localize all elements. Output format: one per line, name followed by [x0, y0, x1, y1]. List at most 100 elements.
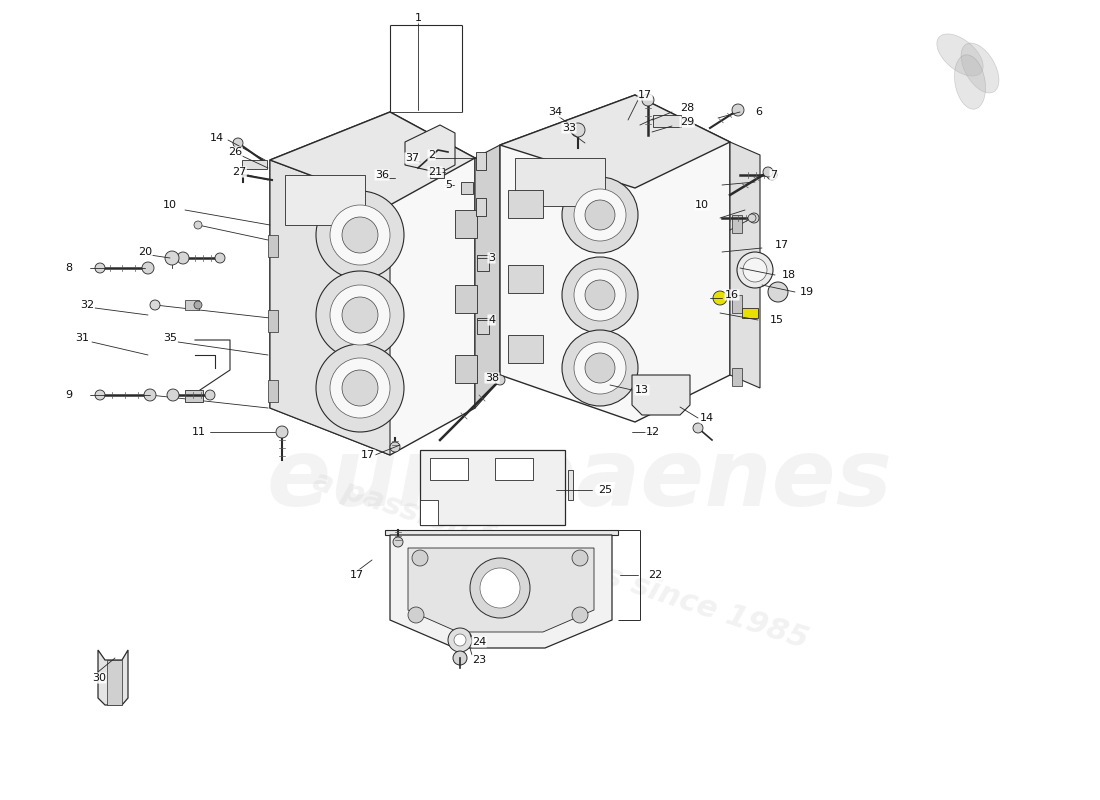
Bar: [732, 295, 742, 313]
Text: 23: 23: [472, 655, 486, 665]
Circle shape: [767, 170, 777, 180]
Bar: [285, 175, 365, 225]
Circle shape: [342, 370, 378, 406]
Circle shape: [150, 300, 160, 310]
Circle shape: [393, 537, 403, 547]
Circle shape: [448, 628, 472, 652]
Text: europaenes: europaenes: [267, 434, 893, 526]
Text: 14: 14: [700, 413, 714, 423]
Circle shape: [316, 344, 404, 432]
Text: 4: 4: [488, 315, 495, 325]
Polygon shape: [98, 650, 128, 705]
Circle shape: [194, 301, 202, 309]
Circle shape: [454, 634, 466, 646]
Circle shape: [276, 426, 288, 438]
Circle shape: [495, 375, 505, 385]
Circle shape: [562, 177, 638, 253]
Text: 17: 17: [350, 570, 364, 580]
Circle shape: [572, 607, 588, 623]
Polygon shape: [390, 535, 612, 648]
Circle shape: [177, 252, 189, 264]
Text: 38: 38: [485, 373, 499, 383]
Bar: [420, 500, 438, 525]
Bar: [268, 235, 278, 257]
Circle shape: [408, 607, 424, 623]
Circle shape: [342, 217, 378, 253]
Circle shape: [167, 389, 179, 401]
Circle shape: [342, 297, 378, 333]
Bar: [476, 152, 486, 170]
Circle shape: [693, 423, 703, 433]
Circle shape: [95, 263, 104, 273]
Circle shape: [144, 389, 156, 401]
Text: 19: 19: [800, 287, 814, 297]
Polygon shape: [632, 375, 690, 415]
Bar: [455, 210, 477, 238]
Text: 26: 26: [228, 147, 242, 157]
Circle shape: [574, 342, 626, 394]
Text: 34: 34: [548, 107, 562, 117]
Bar: [430, 168, 444, 178]
Circle shape: [748, 214, 756, 222]
Ellipse shape: [937, 34, 983, 76]
Polygon shape: [730, 142, 760, 388]
Circle shape: [585, 200, 615, 230]
Text: 22: 22: [648, 570, 662, 580]
Text: 5: 5: [446, 180, 452, 190]
Text: 15: 15: [770, 315, 784, 325]
Circle shape: [742, 258, 767, 282]
Text: 35: 35: [163, 333, 177, 343]
Circle shape: [713, 291, 727, 305]
Text: 12: 12: [646, 427, 660, 437]
Bar: [495, 458, 534, 480]
Text: 8: 8: [65, 263, 73, 273]
Circle shape: [574, 269, 626, 321]
Circle shape: [330, 205, 390, 265]
Text: 31: 31: [75, 333, 89, 343]
Bar: [461, 182, 473, 194]
Circle shape: [585, 280, 615, 310]
Polygon shape: [420, 450, 565, 525]
Bar: [476, 198, 486, 216]
Circle shape: [316, 191, 404, 279]
Circle shape: [562, 257, 638, 333]
Polygon shape: [385, 530, 618, 535]
Circle shape: [194, 221, 202, 229]
Polygon shape: [405, 125, 455, 173]
Bar: [732, 368, 742, 386]
Bar: [430, 458, 468, 480]
Text: 33: 33: [562, 123, 576, 133]
Polygon shape: [500, 95, 730, 422]
Text: 28: 28: [680, 103, 694, 113]
Text: 18: 18: [782, 270, 796, 280]
Circle shape: [480, 568, 520, 608]
Text: 20: 20: [138, 247, 152, 257]
Bar: [455, 355, 477, 383]
Text: 36: 36: [375, 170, 389, 180]
Text: 29: 29: [680, 117, 694, 127]
Bar: [242, 160, 267, 169]
Polygon shape: [270, 112, 475, 205]
Circle shape: [574, 189, 626, 241]
Text: 30: 30: [92, 673, 106, 683]
Text: 10: 10: [695, 200, 710, 210]
Text: 27: 27: [232, 167, 246, 177]
Text: 32: 32: [80, 300, 95, 310]
Text: 14: 14: [210, 133, 224, 143]
Circle shape: [95, 390, 104, 400]
Circle shape: [732, 104, 744, 116]
Text: 16: 16: [725, 290, 739, 300]
Circle shape: [214, 253, 225, 263]
Text: 3: 3: [488, 253, 495, 263]
Circle shape: [205, 390, 214, 400]
Circle shape: [330, 285, 390, 345]
Text: 17: 17: [776, 240, 789, 250]
Bar: [477, 255, 490, 271]
Bar: [185, 390, 204, 402]
Text: 21: 21: [428, 167, 442, 177]
Text: 17: 17: [361, 450, 375, 460]
Bar: [515, 158, 605, 206]
Ellipse shape: [955, 54, 986, 110]
Text: 9: 9: [65, 390, 73, 400]
Bar: [508, 265, 543, 293]
